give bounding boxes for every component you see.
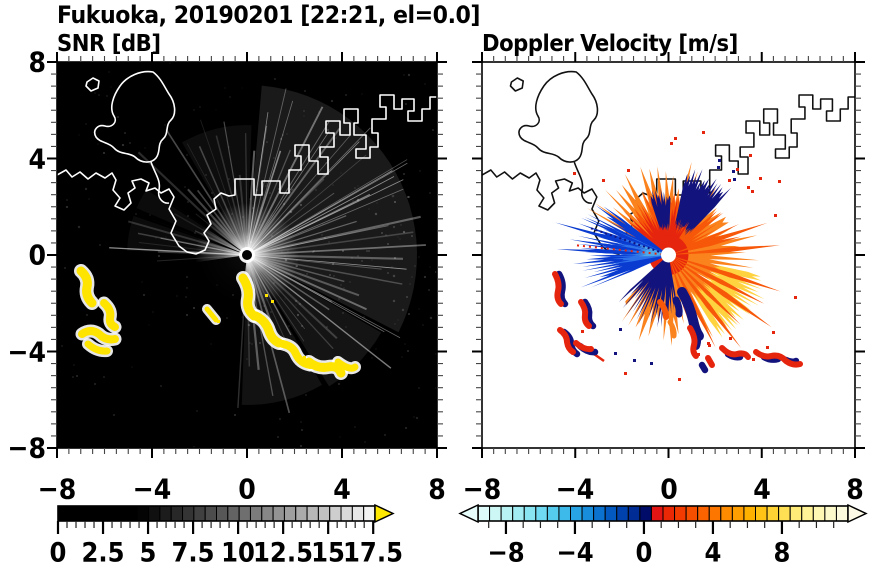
y-tick-label: 4 [28, 142, 46, 175]
x-tick-label-snr: −4 [132, 472, 172, 506]
snr-colorbar-label: 10 [221, 537, 256, 569]
snr-colorbar-label: 7.5 [171, 537, 215, 569]
y-tick-label: 0 [28, 238, 46, 272]
snr-colorbar-label: 12.5 [253, 537, 314, 569]
x-tick-label-doppler: 4 [752, 472, 771, 506]
x-tick-label-doppler: 8 [846, 472, 864, 506]
x-tick-label-snr: 4 [333, 472, 351, 506]
radar-site-marker [239, 247, 255, 263]
figure-title: Fukuoka, 20190201 [22:21, el=0.0] [57, 1, 481, 29]
doppler-panel-title: Doppler Velocity [m/s] [482, 31, 738, 57]
doppler-colorbar-label: 4 [704, 537, 722, 569]
panel-frame-and-ticks [472, 52, 865, 458]
doppler-colorbar-label: 8 [773, 537, 791, 569]
snr-panel-title: SNR [dB] [57, 31, 161, 57]
x-tick-label-snr: 0 [238, 472, 256, 506]
snr-colorbar-label: 5 [139, 537, 157, 569]
panel-frame-and-ticks [47, 52, 447, 458]
doppler-colorbar-label: −4 [556, 537, 594, 569]
snr-colorbar-label: 17.5 [343, 537, 404, 569]
coastline [482, 70, 855, 255]
snr-colorbar-label: 2.5 [81, 537, 125, 569]
doppler-colorbar-label: −8 [487, 537, 525, 569]
y-tick-label: 8 [28, 45, 46, 79]
noise-speckle [61, 62, 437, 448]
x-tick-label-snr: 8 [428, 472, 446, 506]
radar-site-marker [661, 247, 676, 263]
x-tick-label-doppler: −4 [555, 472, 595, 506]
high-snr-yellow-echoes [76, 266, 359, 378]
y-tick-label: −8 [7, 431, 46, 465]
x-tick-label-snr: −8 [37, 472, 77, 506]
x-tick-label-doppler: −8 [462, 472, 502, 506]
y-tick-label: −4 [7, 335, 46, 368]
snr-colorbar-label: 15 [311, 537, 346, 569]
doppler-plot [482, 62, 855, 448]
x-tick-label-doppler: 0 [659, 472, 678, 506]
snr-colorbar-label: 0 [49, 537, 67, 569]
coastline [57, 70, 437, 255]
snr-colorbar [56, 503, 395, 534]
doppler-colorbar [458, 503, 868, 534]
doppler-colorbar-label: 0 [635, 537, 653, 569]
snr-plot [57, 62, 437, 448]
clutter-arcs [552, 270, 803, 374]
